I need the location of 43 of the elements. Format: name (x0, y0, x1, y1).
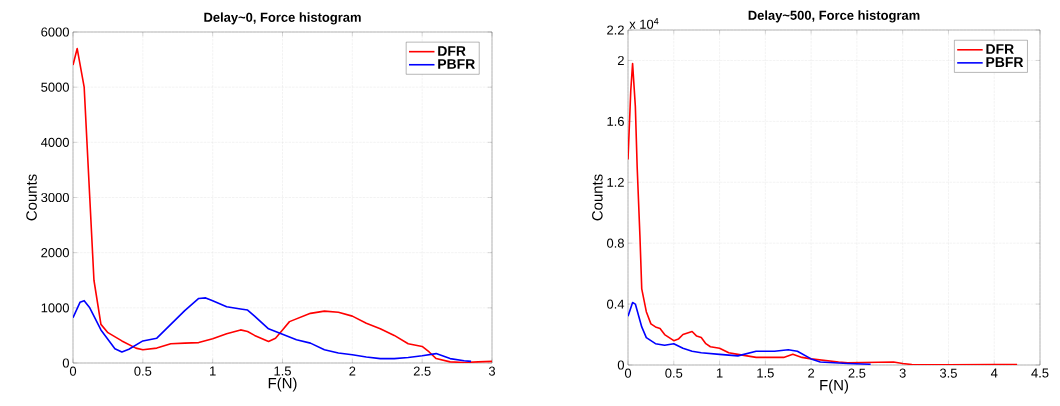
chart-title: Delay~0, Force histogram (204, 12, 361, 25)
y-tick-label: 2 (617, 55, 624, 65)
x-tick-label: 2 (349, 366, 356, 376)
x-tick-label: 1 (210, 366, 216, 376)
line-series (73, 297, 472, 363)
y-tick-label: 0.8 (606, 238, 624, 248)
y-tick-label: 1.2 (607, 177, 624, 187)
y-axis-title: Counts (26, 174, 37, 221)
y-tick-label: 2.2 (607, 25, 624, 35)
y-tick-label: 1.6 (607, 116, 624, 126)
y-tick-label: 5000 (41, 82, 69, 92)
y-tick-label: 0 (62, 358, 69, 368)
legend-label: DFR (438, 46, 466, 56)
x-tick-label: 2 (808, 368, 815, 378)
y-tick-label: 0.4 (606, 299, 625, 309)
y-tick-label: 6000 (41, 27, 69, 37)
legend-label: PBFR (986, 57, 1024, 67)
chart-title: Delay~500, Force histogram (748, 10, 920, 23)
text: x 10$^{4}$ (629, 18, 659, 29)
y-tick-label: 1000 (41, 303, 69, 313)
x-tick-label: 3.5 (939, 368, 957, 378)
y-tick-label: 4000 (40, 137, 69, 147)
x-tick-label: 1.5 (757, 368, 774, 378)
line-series (628, 301, 872, 365)
x-tick-label: 4.5 (1031, 368, 1049, 378)
x-axis-title: F(N) (268, 377, 297, 392)
x-tick-label: 0 (624, 368, 632, 378)
x-tick-label: 1 (716, 368, 723, 378)
x-tick-label: 2.5 (413, 366, 431, 376)
y-tick-label: 3000 (41, 192, 69, 203)
x-tick-label: 2.5 (848, 368, 866, 378)
x-tick-label: 1.5 (274, 366, 291, 376)
y-axis-title: Counts (592, 174, 603, 221)
x-tick-label: 0.5 (665, 368, 683, 378)
x-axis-title: F(N) (820, 379, 849, 394)
x-tick-label: 4 (990, 368, 998, 378)
x-tick-label: 0 (69, 366, 77, 376)
y-tick-label: 2000 (41, 248, 69, 258)
legend-label: PBFR (438, 59, 475, 69)
x-tick-label: 0.5 (134, 366, 152, 376)
legend-label: DFR (986, 44, 1014, 54)
x-tick-label: 3 (899, 368, 906, 378)
x-tick-label: 3 (488, 366, 496, 376)
